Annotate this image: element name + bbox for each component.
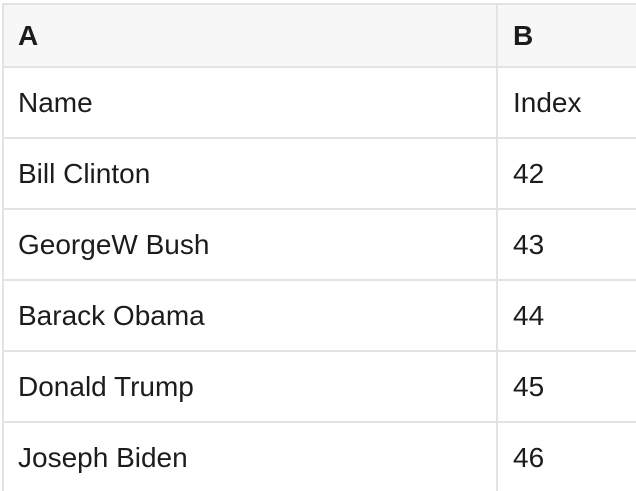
table-cell[interactable]: Index <box>513 86 582 118</box>
spreadsheet-table: A B Name Index Bill Clinton 42 GeorgeW B… <box>2 3 636 491</box>
table-cell[interactable]: 44 <box>513 299 545 331</box>
table-cell[interactable]: 42 <box>513 157 545 189</box>
table-cell[interactable]: Bill Clinton <box>4 139 498 208</box>
table-cell[interactable]: Joseph Biden <box>4 423 498 491</box>
column-header-b-label: B <box>513 19 534 51</box>
table-cell[interactable]: GeorgeW Bush <box>4 210 498 279</box>
table-row: Name Index <box>4 68 636 139</box>
table-row: Barack Obama 44 <box>4 281 636 352</box>
table-cell[interactable]: Name <box>4 68 498 137</box>
table-cell[interactable]: 46 <box>513 441 545 473</box>
column-header-a[interactable]: A <box>4 5 498 66</box>
column-header-row: A B <box>4 5 636 68</box>
table-cell[interactable]: 45 <box>513 370 545 402</box>
table-cell[interactable]: Barack Obama <box>4 281 498 350</box>
table-row: Donald Trump 45 <box>4 352 636 423</box>
column-header-a-label: A <box>18 19 39 51</box>
column-header-b[interactable]: B <box>498 5 636 66</box>
table-row: Bill Clinton 42 <box>4 139 636 210</box>
table-row: Joseph Biden 46 <box>4 423 636 491</box>
table-cell[interactable]: 43 <box>513 228 545 260</box>
table-cell[interactable]: Donald Trump <box>4 352 498 421</box>
table-row: GeorgeW Bush 43 <box>4 210 636 281</box>
